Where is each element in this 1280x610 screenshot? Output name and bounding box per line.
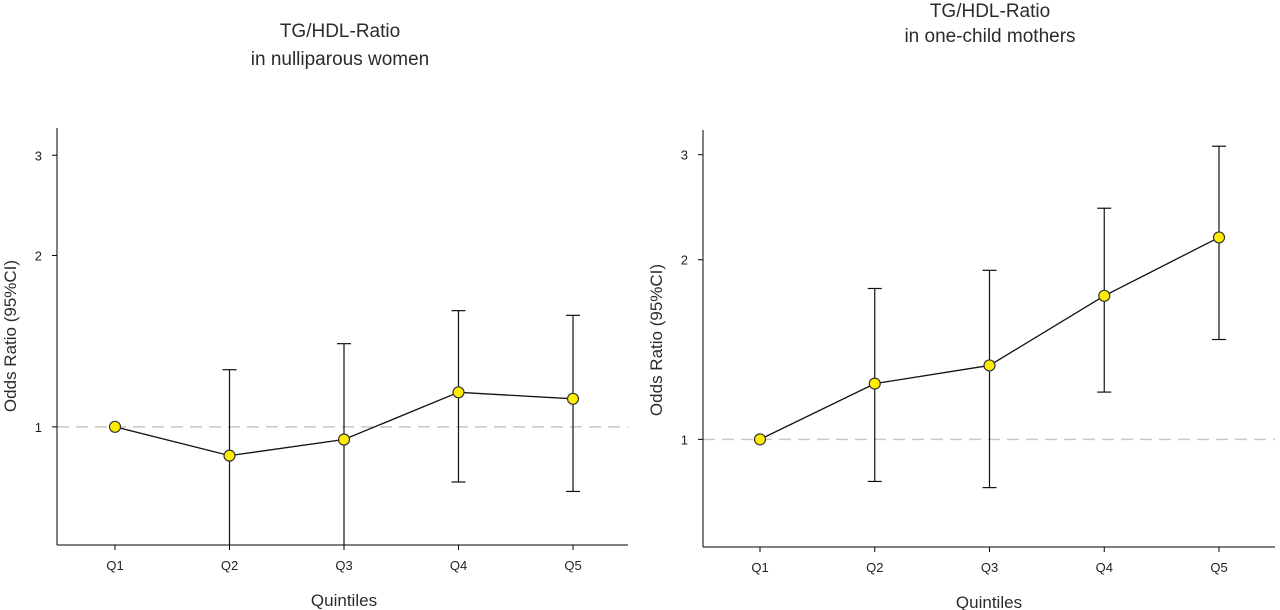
x-tick-label: Q2 (866, 560, 883, 575)
y-axis-label: Odds Ratio (95%CI) (1, 260, 20, 412)
y-tick-label: 1 (681, 432, 688, 447)
data-point (1212, 231, 1226, 244)
x-tick-label: Q4 (450, 558, 467, 573)
x-tick-label: Q1 (751, 560, 768, 575)
data-point (983, 359, 996, 372)
y-tick-label: 3 (681, 148, 688, 163)
chart-panel-one-child: TG/HDL-Ratio in one-child mothers Quinti… (647, 1, 1275, 610)
x-tick-label: Q5 (1210, 560, 1227, 575)
x-tick-label: Q2 (221, 558, 238, 573)
data-point (566, 392, 580, 405)
chart-subtitle: in one-child mothers (904, 26, 1075, 47)
x-tick-label: Q3 (981, 560, 998, 575)
data-point (452, 386, 465, 399)
chart-subtitle: in nulliparous women (251, 49, 430, 70)
y-tick-label: 2 (681, 253, 688, 268)
x-tick-label: Q4 (1096, 560, 1113, 575)
x-axis-label: Quintiles (956, 593, 1022, 610)
data-point (108, 420, 122, 433)
chart-panel-nulliparous: TG/HDL-Ratio in nulliparous women Quinti… (1, 21, 628, 610)
data-point (223, 449, 236, 462)
x-axis-label: Quintiles (311, 591, 377, 610)
data-point (337, 433, 351, 446)
x-tick-label: Q3 (335, 558, 352, 573)
data-point (868, 377, 881, 390)
y-tick-label: 1 (35, 420, 42, 435)
y-tick-label: 3 (35, 148, 42, 163)
data-point (753, 433, 767, 446)
x-tick-label: Q5 (564, 558, 581, 573)
chart-title: TG/HDL-Ratio (930, 1, 1050, 22)
data-point (1098, 289, 1111, 302)
chart-title: TG/HDL-Ratio (280, 21, 400, 42)
y-tick-label: 2 (35, 249, 42, 264)
x-tick-label: Q1 (106, 558, 123, 573)
y-axis-label: Odds Ratio (95%CI) (647, 264, 666, 416)
